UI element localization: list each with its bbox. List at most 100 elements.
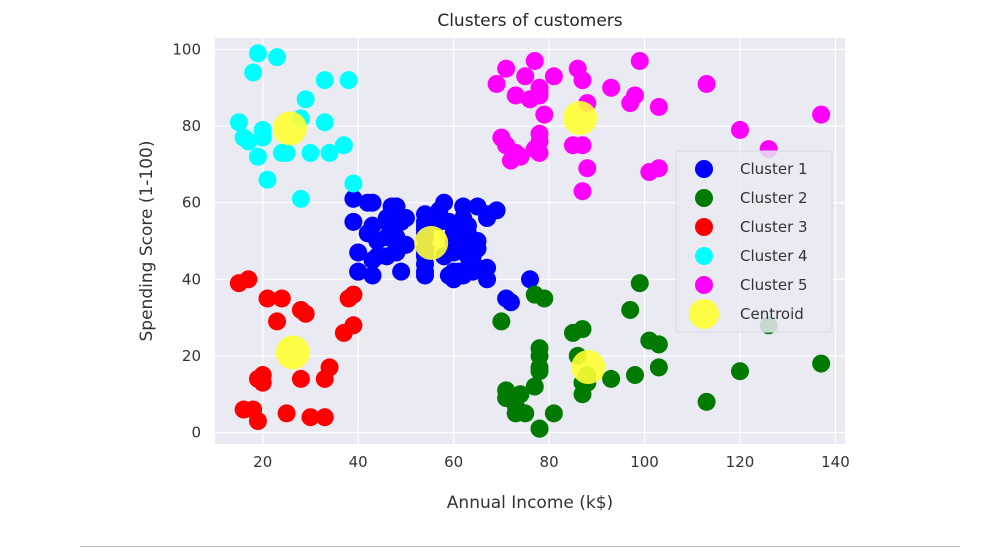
data-point [630,51,649,70]
x-tick-label: 140 [821,453,850,471]
data-point [530,362,549,381]
bottom-divider [80,546,960,547]
data-point [626,86,644,105]
data-point [296,304,315,323]
data-point [349,262,368,281]
data-point [315,71,334,90]
y-tick-label: 100 [172,40,201,58]
data-point [530,82,549,101]
y-tick-label: 20 [182,347,201,365]
data-point [277,404,296,423]
data-point [344,189,363,208]
data-point [244,63,263,82]
data-point [363,266,382,285]
data-point [253,373,272,392]
data-point [573,136,592,155]
legend-box [675,150,833,333]
chart-title: Clusters of customers [437,11,622,31]
data-point [649,159,668,178]
data-point [478,270,497,289]
data-point [334,136,353,155]
data-point [649,358,668,377]
legend-marker [695,247,713,265]
x-tick-label: 80 [540,453,559,471]
legend-label: Cluster 5 [740,276,808,294]
data-point [296,90,315,109]
data-point [731,120,749,139]
data-point [497,59,516,78]
data-point [544,67,563,86]
data-point [277,143,296,162]
data-point [258,170,277,189]
data-point [602,369,621,388]
data-point [315,113,334,132]
legend-marker [695,189,713,207]
series-cluster-5 [487,51,831,201]
data-point [268,48,287,67]
data-point [525,51,544,70]
legend-label: Cluster 1 [740,160,808,178]
series-cluster-3 [229,270,363,431]
data-point [516,404,535,423]
data-point [626,366,644,385]
data-point [731,362,749,381]
data-point [396,235,415,254]
centroid-point [275,335,310,370]
data-point [363,216,382,235]
legend: Cluster 1 Cluster 2 Cluster 3 Cluster 4 Clus… [675,150,833,333]
y-tick-label: 80 [182,117,201,135]
data-point [320,143,339,162]
y-tick-label: 0 [191,424,201,442]
data-point [435,193,454,212]
data-point [248,44,267,63]
legend-label: Cluster 3 [740,218,808,236]
data-point [291,369,310,388]
legend-marker [695,218,713,236]
data-point [649,97,668,116]
data-point [697,74,716,93]
data-point [573,71,592,90]
data-point [239,270,258,289]
y-tick-label: 40 [182,270,201,288]
data-point [301,143,320,162]
data-point [344,316,363,335]
data-point [530,346,549,365]
data-point [253,120,272,139]
x-axis-label: Annual Income (k$) [447,493,613,513]
data-point [506,86,525,105]
data-point [812,354,831,373]
data-point [812,105,831,124]
data-point [344,174,363,193]
data-point [344,285,363,304]
legend-label: Centroid [740,305,804,323]
y-tick-label: 60 [182,194,201,212]
data-point [573,320,592,339]
data-point [248,147,267,166]
centroid-point [571,350,606,385]
data-points [229,44,831,438]
data-point [468,232,487,250]
data-point [291,189,310,208]
centroid-point [414,225,449,260]
data-point [649,335,668,354]
tick-labels: 20 40 60 80 100 120 140 0 20 40 60 80 100 [172,40,849,471]
x-tick-label: 120 [726,453,755,471]
data-point [268,312,287,331]
data-point [396,209,415,228]
data-point [229,113,248,132]
data-point [602,78,621,97]
series-centroid [272,101,606,385]
x-tick-label: 20 [253,453,272,471]
data-point [521,270,539,289]
data-point [349,243,368,262]
data-point [630,274,649,293]
data-point [487,201,506,220]
data-point [458,216,477,235]
data-point [239,132,258,151]
x-tick-label: 100 [630,453,659,471]
legend-marker [695,276,713,294]
data-point [363,193,382,212]
data-point [248,412,267,431]
legend-label: Cluster 2 [740,189,808,207]
data-point [535,105,554,124]
